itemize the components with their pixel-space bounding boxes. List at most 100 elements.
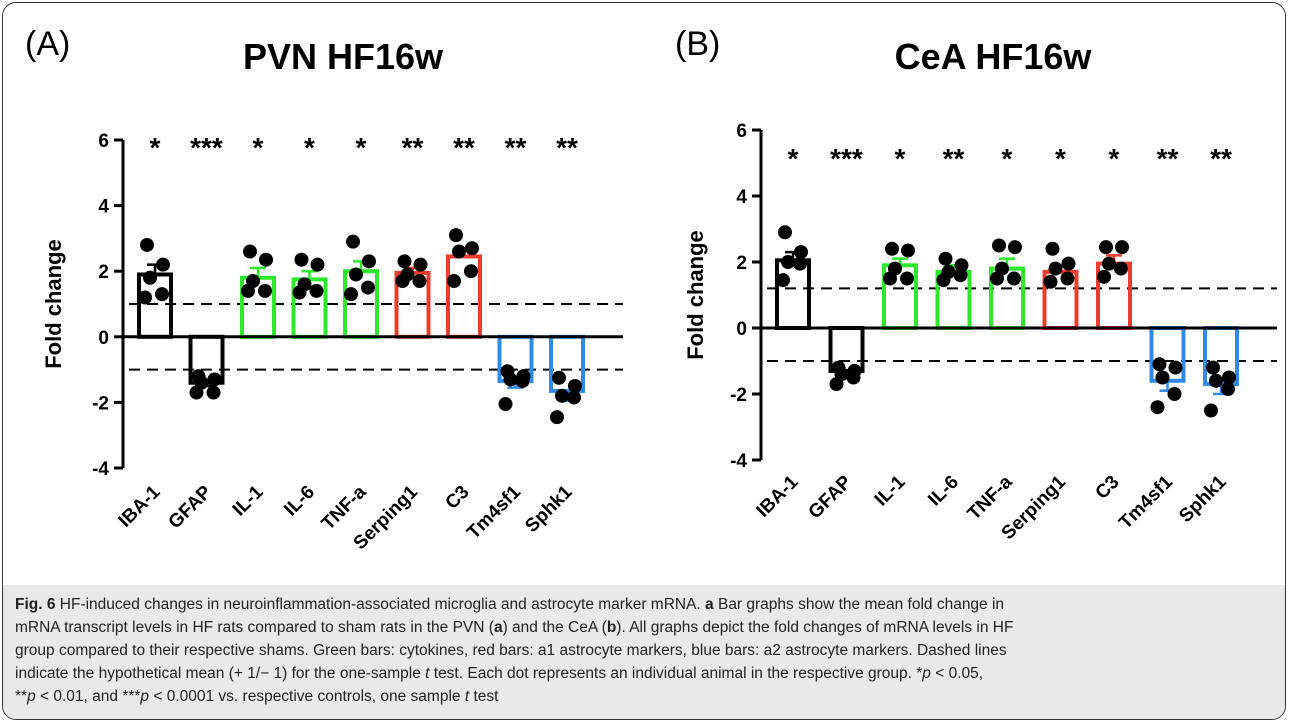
data-point bbox=[241, 283, 255, 298]
x-tick-label: Tm4sf1 bbox=[463, 481, 525, 543]
significance-marker: ** bbox=[402, 132, 424, 163]
data-point bbox=[310, 257, 325, 272]
x-tick-label: C3 bbox=[1092, 472, 1124, 504]
data-point bbox=[464, 264, 478, 279]
data-point bbox=[1155, 370, 1170, 385]
data-point bbox=[206, 385, 221, 400]
data-point bbox=[138, 290, 152, 305]
y-tick-label: 0 bbox=[736, 319, 747, 340]
data-point bbox=[1043, 274, 1058, 289]
data-point bbox=[990, 271, 1004, 286]
y-tick-label: 4 bbox=[736, 187, 747, 208]
significance-marker: * bbox=[253, 132, 264, 163]
data-point bbox=[413, 257, 428, 272]
x-tick-label: TNF-a bbox=[964, 471, 1017, 524]
significance-marker: ** bbox=[1210, 143, 1232, 174]
y-tick-label: -4 bbox=[92, 459, 109, 480]
data-point bbox=[515, 374, 530, 389]
x-tick-label: IL-6 bbox=[924, 472, 963, 511]
significance-marker: *** bbox=[830, 143, 863, 174]
y-tick-label: 6 bbox=[736, 121, 747, 142]
data-point bbox=[992, 238, 1006, 253]
data-point bbox=[362, 254, 376, 269]
data-point bbox=[1114, 261, 1128, 276]
significance-marker: * bbox=[1109, 143, 1120, 174]
caption-text: test. Each dot represents an individual … bbox=[429, 665, 923, 682]
y-tick-label: 2 bbox=[98, 262, 109, 283]
y-tick-label: 6 bbox=[98, 131, 109, 152]
caption-text: < 0.05, bbox=[930, 665, 984, 682]
data-point bbox=[900, 271, 914, 286]
data-point bbox=[447, 274, 461, 289]
caption-text: < 0.0001 vs. respective controls, one sa… bbox=[149, 688, 465, 705]
data-point bbox=[140, 237, 154, 252]
data-point bbox=[778, 225, 792, 240]
data-point bbox=[498, 397, 513, 412]
data-point bbox=[346, 234, 360, 249]
data-point bbox=[294, 252, 309, 267]
data-point bbox=[1206, 360, 1220, 375]
figure-caption: Fig. 6 HF-induced changes in neuroinflam… bbox=[15, 593, 1277, 708]
caption-text: indicate the hypothetical mean (+ 1/− 1)… bbox=[15, 665, 426, 682]
y-tick-label: 4 bbox=[98, 197, 109, 218]
x-tick-label: IBA-1 bbox=[115, 481, 165, 531]
caption-text: ) and the CeA ( bbox=[502, 619, 607, 636]
data-point bbox=[259, 252, 273, 267]
panel-label: (A) bbox=[25, 25, 70, 63]
data-point bbox=[412, 274, 427, 289]
y-tick-label: -2 bbox=[730, 385, 747, 406]
data-point bbox=[829, 377, 844, 392]
data-point bbox=[1060, 271, 1075, 286]
data-point bbox=[794, 245, 808, 260]
x-tick-label: GFAP bbox=[805, 471, 857, 523]
data-point bbox=[361, 280, 375, 295]
panel-label: (B) bbox=[675, 25, 720, 63]
y-tick-label: 0 bbox=[98, 328, 109, 349]
data-point bbox=[292, 285, 307, 300]
x-tick-label: C3 bbox=[442, 482, 474, 514]
significance-marker: *** bbox=[190, 132, 223, 163]
caption-italic: t bbox=[464, 688, 470, 705]
caption-text: ** bbox=[15, 688, 28, 705]
data-point bbox=[349, 267, 363, 282]
caption-panel-a: a bbox=[705, 596, 714, 613]
x-tick-label: IL-1 bbox=[229, 481, 268, 520]
data-point bbox=[846, 370, 861, 385]
data-point bbox=[1102, 256, 1116, 271]
data-point bbox=[452, 244, 466, 259]
data-point bbox=[776, 273, 790, 288]
data-point bbox=[550, 410, 564, 425]
x-tick-label: Sphk1 bbox=[521, 481, 576, 536]
significance-marker: ** bbox=[943, 143, 965, 174]
data-point bbox=[883, 271, 897, 286]
data-point bbox=[1115, 240, 1129, 255]
data-point bbox=[901, 243, 915, 258]
data-point bbox=[155, 287, 169, 302]
caption-italic: p bbox=[922, 665, 931, 682]
significance-marker: ** bbox=[556, 132, 578, 163]
caption-text: < 0.01, and *** bbox=[35, 688, 141, 705]
caption-text: group compared to their respective shams… bbox=[15, 642, 1007, 659]
caption-box: Fig. 6 HF-induced changes in neuroinflam… bbox=[3, 585, 1285, 719]
x-tick-label: IL-1 bbox=[871, 471, 910, 510]
data-point bbox=[258, 283, 272, 298]
data-point bbox=[1222, 370, 1236, 385]
y-axis-label: Fold change bbox=[683, 230, 708, 360]
data-point bbox=[1008, 240, 1022, 255]
caption-panel-b: b bbox=[606, 619, 617, 636]
data-point bbox=[793, 256, 807, 271]
data-point bbox=[309, 283, 324, 298]
caption-text: test bbox=[469, 688, 499, 705]
data-point bbox=[938, 251, 953, 266]
data-point bbox=[207, 372, 222, 387]
significance-marker: * bbox=[150, 132, 161, 163]
data-point bbox=[243, 244, 257, 259]
bar bbox=[137, 272, 173, 339]
data-point bbox=[1150, 400, 1165, 415]
data-point bbox=[1048, 261, 1063, 276]
data-point bbox=[1097, 269, 1111, 284]
data-point bbox=[465, 241, 479, 256]
data-point bbox=[567, 390, 581, 405]
